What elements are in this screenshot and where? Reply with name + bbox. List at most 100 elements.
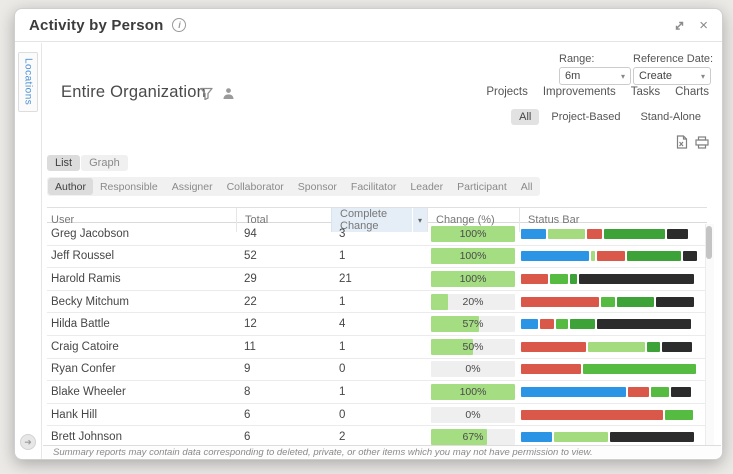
tab-sponsor[interactable]: Sponsor xyxy=(297,180,337,193)
left-rail: Locations ➜ xyxy=(15,43,42,459)
change-pct-label: 100% xyxy=(459,227,487,240)
cell-change-pct: 100% xyxy=(427,270,519,287)
change-bar-track: 100% xyxy=(431,248,515,265)
close-icon[interactable]: × xyxy=(699,16,708,34)
cell-change-pct: 20% xyxy=(427,293,519,310)
status-segment-dgreen xyxy=(647,341,660,352)
cell-user: Greg Jacobson xyxy=(51,227,129,240)
locations-tab-label: Locations xyxy=(22,58,34,106)
table-row[interactable]: Becky Mitchum 22 1 20% xyxy=(47,291,707,314)
print-icon[interactable] xyxy=(695,135,709,149)
filter-project-based-button[interactable]: Project-Based xyxy=(551,111,621,123)
change-bar-fill xyxy=(431,383,515,400)
status-segment-blue xyxy=(521,319,538,330)
range-label: Range: xyxy=(559,53,595,65)
table-row[interactable]: Hilda Battle 12 4 57% xyxy=(47,313,707,336)
status-segment-red xyxy=(521,296,599,307)
title-bar: Activity by Person i × xyxy=(15,9,722,42)
cell-status-bar xyxy=(519,319,707,330)
status-segment-red xyxy=(521,273,548,284)
table-row[interactable]: Greg Jacobson 94 3 100% xyxy=(47,223,707,246)
table-row[interactable]: Ryan Confer 9 0 0% xyxy=(47,359,707,382)
scrollbar-track[interactable] xyxy=(705,224,714,450)
range-select[interactable]: 6m ▾ xyxy=(559,67,631,85)
col-header-change-pct[interactable]: Change (%) xyxy=(427,208,519,232)
collapse-arrow-icon[interactable]: ➜ xyxy=(20,434,36,450)
col-header-complete-change[interactable]: Complete Change ▾ xyxy=(331,208,427,232)
table-row[interactable]: Blake Wheeler 8 1 100% xyxy=(47,381,707,404)
status-bar xyxy=(521,273,707,284)
change-pct-label: 57% xyxy=(462,318,484,331)
cell-user: Hilda Battle xyxy=(51,318,110,331)
status-bar xyxy=(521,296,707,307)
info-icon[interactable]: i xyxy=(172,18,187,32)
change-pct-label: 20% xyxy=(462,295,484,308)
status-bar xyxy=(521,432,707,443)
table-row[interactable]: Craig Catoire 11 1 50% xyxy=(47,336,707,359)
view-graph-button[interactable]: Graph xyxy=(81,155,128,171)
cell-user: Harold Ramis xyxy=(51,272,121,285)
filter-icon[interactable] xyxy=(200,87,213,100)
sort-arrow-icon[interactable]: ▾ xyxy=(412,208,427,232)
tab-leader[interactable]: Leader xyxy=(410,180,444,193)
excel-export-icon[interactable] xyxy=(676,135,688,149)
tab-assigner[interactable]: Assigner xyxy=(171,180,213,193)
change-bar-track: 20% xyxy=(431,293,515,310)
col-header-status-bar[interactable]: Status Bar xyxy=(519,208,707,232)
cell-total: 11 xyxy=(244,340,256,353)
locations-tab[interactable]: Locations xyxy=(18,52,38,112)
status-segment-blue xyxy=(521,251,589,262)
cell-complete-change: 21 xyxy=(339,272,352,285)
col-header-user[interactable]: User xyxy=(51,214,75,226)
status-segment-blue xyxy=(521,386,626,397)
nav-projects[interactable]: Projects xyxy=(486,86,528,98)
person-icon[interactable] xyxy=(222,87,235,100)
status-segment-black xyxy=(597,319,691,330)
change-bar-track: 0% xyxy=(431,361,515,378)
role-tab-bar: Author Responsible Assigner Collaborator… xyxy=(47,177,541,196)
nav-improvements[interactable]: Improvements xyxy=(542,86,616,98)
cell-complete-change: 3 xyxy=(339,227,346,240)
change-bar-fill xyxy=(431,248,515,265)
col-header-total[interactable]: Total xyxy=(236,208,331,232)
nav-charts[interactable]: Charts xyxy=(675,86,709,98)
cell-change-pct: 57% xyxy=(427,316,519,333)
tab-collaborator[interactable]: Collaborator xyxy=(226,180,284,193)
view-list-button[interactable]: List xyxy=(47,155,81,171)
change-pct-label: 100% xyxy=(459,250,487,263)
cell-complete-change: 2 xyxy=(339,431,346,444)
range-value: 6m xyxy=(565,70,581,82)
tab-all[interactable]: All xyxy=(520,180,533,193)
tab-responsible[interactable]: Responsible xyxy=(99,180,158,193)
cell-change-pct: 67% xyxy=(427,429,519,446)
report-nav: Projects Improvements Tasks Charts xyxy=(486,86,709,98)
status-bar xyxy=(521,341,707,352)
cell-change-pct: 100% xyxy=(427,248,519,265)
status-segment-black xyxy=(610,432,694,443)
cell-total: 6 xyxy=(244,408,251,421)
cell-change-pct: 0% xyxy=(427,361,519,378)
cell-total: 52 xyxy=(244,250,257,263)
status-segment-red xyxy=(628,386,649,397)
tab-facilitator[interactable]: Facilitator xyxy=(350,180,397,193)
status-segment-red xyxy=(521,409,663,420)
reference-date-select[interactable]: Create ▾ xyxy=(633,67,711,85)
tab-author[interactable]: Author xyxy=(48,178,93,195)
status-segment-red xyxy=(587,228,602,239)
table-row[interactable]: Hank Hill 6 0 0% xyxy=(47,404,707,427)
filter-all-button[interactable]: All xyxy=(511,109,540,125)
table-row[interactable]: Harold Ramis 29 21 100% xyxy=(47,268,707,291)
cell-complete-change: 1 xyxy=(339,385,346,398)
change-pct-label: 0% xyxy=(465,408,481,421)
cell-complete-change: 0 xyxy=(339,408,346,421)
nav-tasks[interactable]: Tasks xyxy=(630,86,661,98)
scrollbar-thumb[interactable] xyxy=(706,226,712,259)
status-segment-green xyxy=(651,386,669,397)
filter-stand-alone-button[interactable]: Stand-Alone xyxy=(640,111,701,123)
cell-status-bar xyxy=(519,296,707,307)
change-pct-label: 67% xyxy=(462,431,484,444)
cell-status-bar xyxy=(519,251,707,262)
expand-icon[interactable] xyxy=(673,19,686,32)
table-row[interactable]: Jeff Roussel 52 1 100% xyxy=(47,246,707,269)
tab-participant[interactable]: Participant xyxy=(457,180,507,193)
